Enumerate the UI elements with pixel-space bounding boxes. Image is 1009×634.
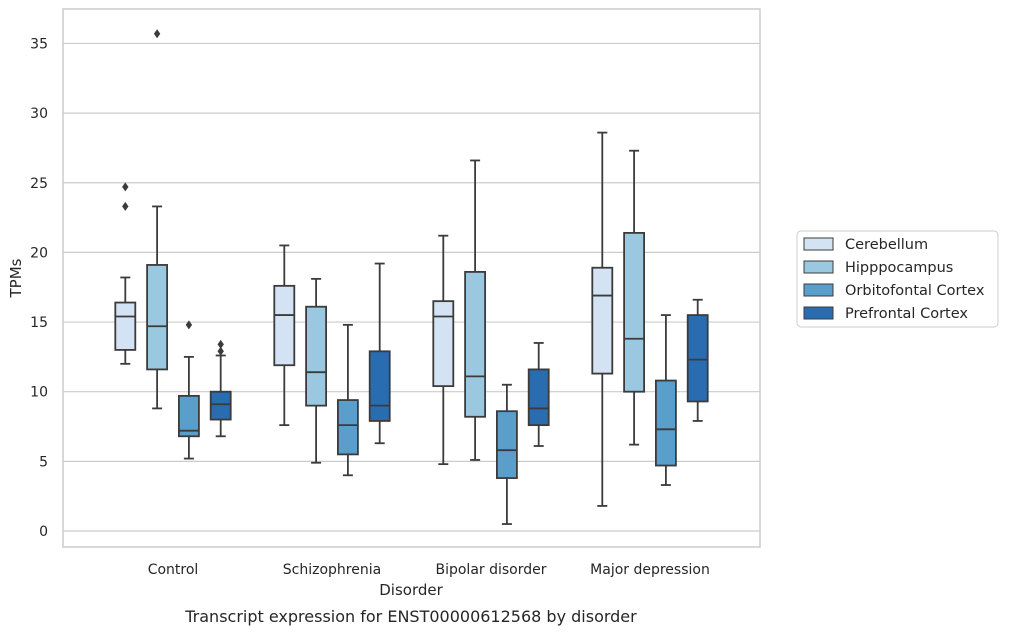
- box-iqr: [336, 399, 359, 456]
- grid-lines: [63, 42, 760, 532]
- plot-frame: [62, 8, 761, 548]
- y-tick-label: 15: [30, 315, 48, 331]
- legend-swatch: [803, 260, 834, 274]
- box-group: [464, 159, 487, 461]
- box-group: [177, 320, 200, 460]
- y-tick-label: 0: [39, 524, 48, 540]
- legend-frame: [796, 230, 999, 328]
- outlier-point: [217, 339, 224, 349]
- box-group: [336, 323, 359, 477]
- box-iqr: [655, 379, 677, 467]
- y-tick-label: 25: [30, 176, 48, 192]
- box-iqr: [464, 271, 487, 418]
- x-tick-label: Control: [148, 562, 199, 578]
- x-tick-label: Bipolar disorder: [435, 562, 546, 578]
- box-group: [305, 277, 328, 464]
- legend-label: Hipppocampus: [845, 260, 953, 276]
- box-group: [432, 234, 455, 466]
- box-iqr: [305, 305, 328, 407]
- box-group: [495, 383, 518, 525]
- box-iqr: [177, 394, 200, 438]
- box-iqr: [368, 350, 391, 422]
- box-iqr: [623, 231, 645, 393]
- legend-swatch: [803, 283, 834, 297]
- outlier-point: [153, 29, 161, 39]
- legend-label: Orbitofontal Cortex: [845, 283, 985, 299]
- box-iqr: [273, 284, 296, 367]
- y-axis-label: TPMs: [7, 258, 25, 298]
- box-group: [114, 182, 137, 365]
- box-iqr: [495, 410, 518, 479]
- chart-caption: Transcript expression for ENST0000061256…: [184, 607, 637, 626]
- box-iqr: [432, 300, 455, 388]
- box-marks: [114, 29, 709, 525]
- box-iqr: [686, 314, 709, 403]
- outlier-point: [185, 320, 193, 330]
- x-tick-labels: Control Schizophrenia Bipolar disorder Majo…: [148, 562, 710, 578]
- outlier-point: [217, 346, 224, 356]
- box-group: [623, 149, 645, 446]
- y-tick-label: 5: [39, 454, 48, 470]
- x-tick-label: Schizophrenia: [283, 562, 381, 578]
- box-group: [655, 314, 677, 486]
- x-tick-label: Major depression: [590, 562, 710, 578]
- box-iqr: [591, 266, 614, 375]
- box-group: [591, 131, 614, 507]
- y-tick-label: 10: [30, 385, 48, 401]
- outlier-point: [122, 182, 129, 192]
- y-tick-labels: 0 5 10 15 20 25 30 35: [30, 36, 48, 540]
- box-group: [146, 29, 169, 410]
- x-axis-label: Disorder: [379, 581, 443, 599]
- box-group: [273, 244, 296, 427]
- box-iqr: [114, 301, 137, 351]
- outlier-point: [122, 201, 129, 211]
- legend: Cerebellum Hipppocampus Orbitofontal Corte…: [796, 230, 999, 328]
- y-tick-label: 35: [30, 36, 48, 52]
- box-iqr: [527, 368, 550, 427]
- y-tick-label: 30: [30, 106, 48, 122]
- box-group: [686, 298, 709, 422]
- box-group: [209, 339, 232, 438]
- legend-label: Prefrontal Cortex: [845, 306, 968, 322]
- legend-label: Cerebellum: [845, 237, 928, 253]
- legend-swatch: [803, 237, 834, 251]
- box-group: [527, 342, 550, 447]
- legend-swatch: [803, 306, 834, 320]
- box-iqr: [209, 390, 232, 421]
- box-iqr: [146, 264, 169, 371]
- box-group: [368, 262, 391, 445]
- y-tick-label: 20: [30, 245, 48, 261]
